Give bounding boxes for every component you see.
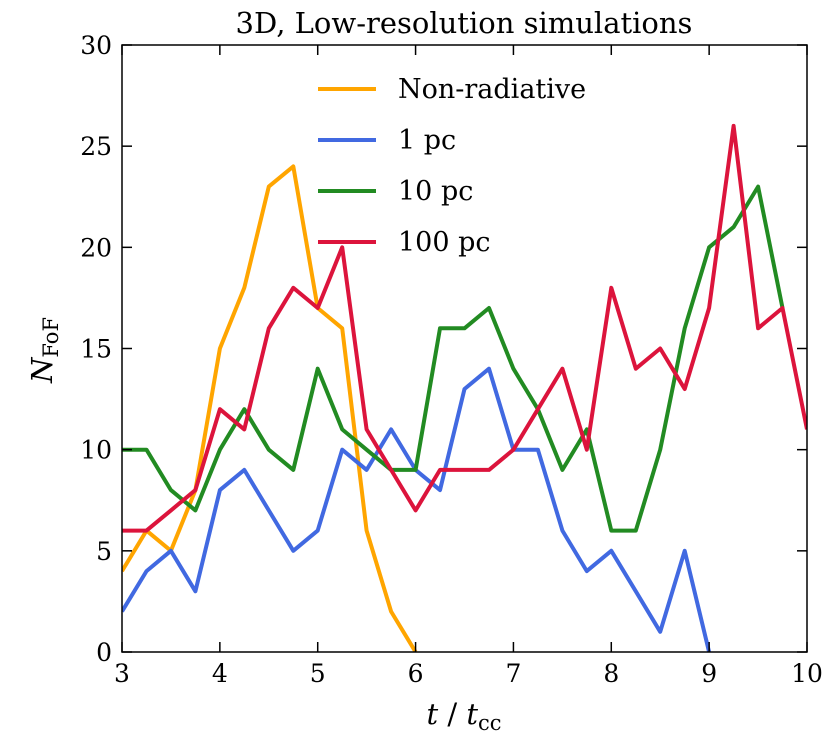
x-tick-label-6: 9 xyxy=(701,659,717,688)
legend-label-1: 1 pc xyxy=(398,125,456,156)
x-tick-label-5: 8 xyxy=(603,659,619,688)
y-tick-label-3: 15 xyxy=(80,335,112,364)
legend-label-3: 100 pc xyxy=(398,227,491,258)
x-tick-label-7: 10 xyxy=(791,659,822,688)
series-line-2 xyxy=(122,184,785,533)
x-tick-label-0: 3 xyxy=(114,659,130,688)
x-axis-label: t / tcc xyxy=(426,697,501,735)
series-lines xyxy=(122,123,807,652)
y-tick-label-5: 25 xyxy=(80,132,112,161)
x-tick-label-1: 4 xyxy=(212,659,228,688)
y-axis-label: NFoF xyxy=(25,317,63,384)
x-tick-label-2: 5 xyxy=(310,659,326,688)
x-tick-label-3: 6 xyxy=(408,659,424,688)
y-tick-label-4: 20 xyxy=(80,233,112,262)
legend-label-0: Non-radiative xyxy=(398,74,586,105)
y-tick-label-0: 0 xyxy=(96,638,112,667)
x-tick-label-4: 7 xyxy=(505,659,521,688)
legend-label-2: 10 pc xyxy=(398,176,473,207)
series-line-3 xyxy=(122,123,807,533)
axes: 3 4 5 6 7 8 9 10 0 5 10 15 20 25 30 xyxy=(80,31,822,688)
chart-title: 3D, Low-resolution simulations xyxy=(236,6,693,40)
legend: Non-radiative 1 pc 10 pc 100 pc xyxy=(318,74,586,258)
y-tick-label-1: 5 xyxy=(96,537,112,566)
y-tick-label-6: 30 xyxy=(80,31,112,60)
y-tick-label-2: 10 xyxy=(80,436,112,465)
